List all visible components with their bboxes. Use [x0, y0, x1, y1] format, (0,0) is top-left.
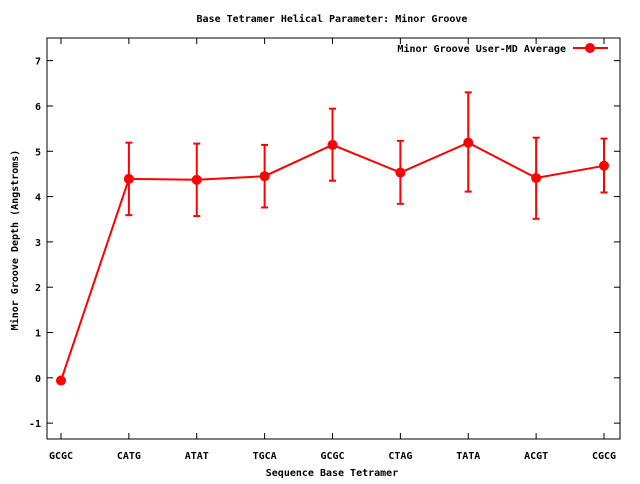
x-tick-label: CGCG [592, 451, 616, 462]
data-point [327, 139, 338, 150]
y-tick-label: -1 [29, 419, 41, 430]
y-tick-label: 7 [35, 57, 41, 68]
chart-title: Base Tetramer Helical Parameter: Minor G… [197, 13, 468, 25]
data-point [463, 137, 474, 148]
legend-marker [585, 43, 595, 53]
legend-label: Minor Groove User-MD Average [397, 43, 566, 55]
x-axis-label: Sequence Base Tetramer [266, 468, 398, 479]
x-tick-label: ACGT [524, 451, 548, 462]
y-tick-label: 4 [35, 193, 41, 204]
y-axis-label: Minor Groove Depth (Angstroms) [9, 150, 21, 331]
plot-frame [46, 37, 621, 440]
x-tick-label: ATAT [185, 451, 209, 462]
data-point [191, 174, 202, 185]
data-point [531, 173, 542, 184]
x-tick-label: TGCA [253, 451, 277, 462]
y-tick-label: 0 [35, 374, 41, 385]
x-tick-label: CTAG [388, 451, 412, 462]
y-tick-label: 5 [35, 147, 41, 158]
y-tick-label: 6 [35, 102, 41, 113]
legend: Minor Groove User-MD Average [397, 43, 608, 55]
series-layer [56, 91, 609, 386]
data-point [259, 171, 270, 182]
x-tick-label: TATA [456, 451, 480, 462]
axis-ticks: -1 0 1 2 3 4 5 6 7 GCGC CATG ATAT TGCA GCGC CTAG TATA AC… [29, 38, 620, 462]
x-tick-label: CATG [117, 451, 141, 462]
y-tick-label: 1 [35, 329, 41, 340]
y-tick-label: 2 [35, 283, 41, 294]
data-point [56, 375, 66, 386]
data-point [123, 173, 134, 184]
x-tick-label: GCGC [320, 451, 344, 462]
x-tick-label: GCGC [49, 451, 73, 462]
data-point [599, 160, 609, 171]
data-point [395, 167, 406, 178]
y-tick-label: 3 [35, 238, 41, 249]
